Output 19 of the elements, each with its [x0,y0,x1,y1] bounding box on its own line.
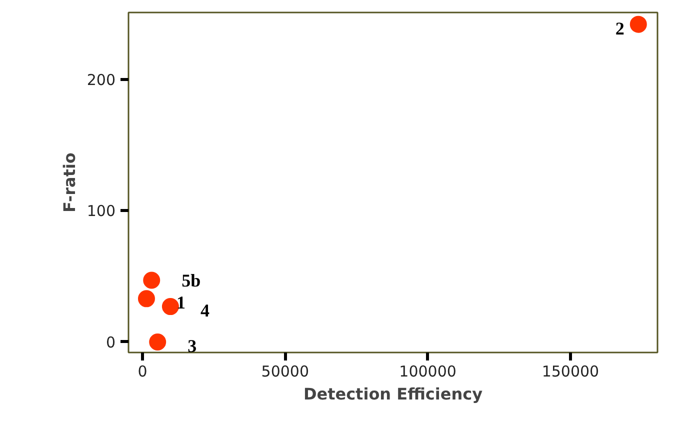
annotation: 1 [176,292,186,313]
x-tick-label: 0 [138,362,148,380]
point [149,334,166,350]
y-tick-label: 100 [86,202,116,220]
annotation: 2 [615,18,624,38]
annotation: 5b [182,270,201,290]
point [630,16,647,33]
annotation: 3 [188,336,197,356]
point [143,272,160,289]
x-tick-label: 50000 [261,362,310,380]
y-axis-title: F-ratio [60,152,79,212]
y-tick-label: 200 [86,70,116,89]
x-axis-title: Detection Efficiency [303,384,484,404]
x-tick-label: 100000 [399,362,456,380]
point [162,298,179,316]
x-tick-label: 150000 [542,362,600,380]
point [138,290,155,308]
y-tick-label: 0 [106,334,116,352]
annotation: 4 [200,300,210,321]
